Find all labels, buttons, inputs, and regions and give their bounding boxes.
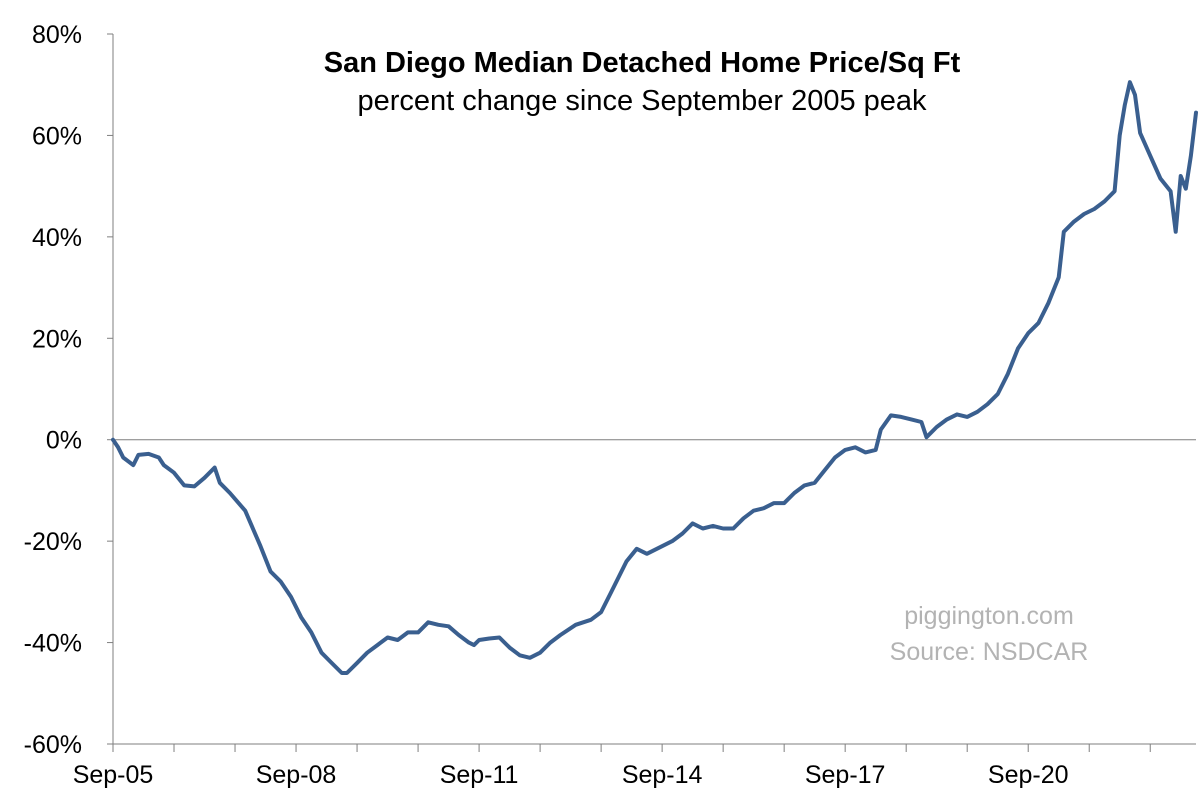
x-axis: Sep-05 Sep-08 Sep-11 Sep-14 Sep-17 Sep-20 (73, 743, 1196, 789)
x-tick-label: Sep-08 (256, 761, 337, 789)
watermark-source: Source: NSDCAR (890, 638, 1089, 666)
y-tick-label: -40% (24, 630, 82, 658)
y-tick-label: 80% (32, 21, 82, 49)
y-tick-label: 0% (46, 427, 82, 455)
y-tick-label: 60% (32, 122, 82, 150)
x-tick-label: Sep-14 (622, 761, 703, 789)
y-tick-label: -20% (24, 528, 82, 556)
y-tick-label: -60% (24, 731, 82, 759)
watermark-site: piggington.com (904, 602, 1074, 630)
x-tick-label: Sep-20 (988, 761, 1069, 789)
plot-area (111, 80, 1198, 675)
x-tick-label: Sep-17 (805, 761, 886, 789)
y-tick-label: 40% (32, 224, 82, 252)
y-tick-label: 20% (32, 325, 82, 353)
series-line (111, 80, 1198, 675)
chart-title: San Diego Median Detached Home Price/Sq … (324, 47, 961, 79)
x-tick-label: Sep-05 (73, 761, 154, 789)
y-axis: -60% -40% -20% 0% 20% 40% 60% 80% (24, 21, 114, 759)
chart-subtitle: percent change since September 2005 peak (357, 85, 927, 117)
x-tick-label: Sep-11 (440, 761, 519, 789)
